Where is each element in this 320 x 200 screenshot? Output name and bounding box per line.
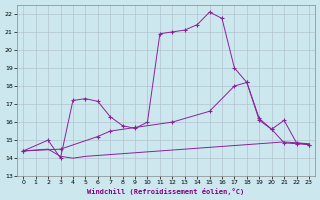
X-axis label: Windchill (Refroidissement éolien,°C): Windchill (Refroidissement éolien,°C)	[87, 188, 245, 195]
